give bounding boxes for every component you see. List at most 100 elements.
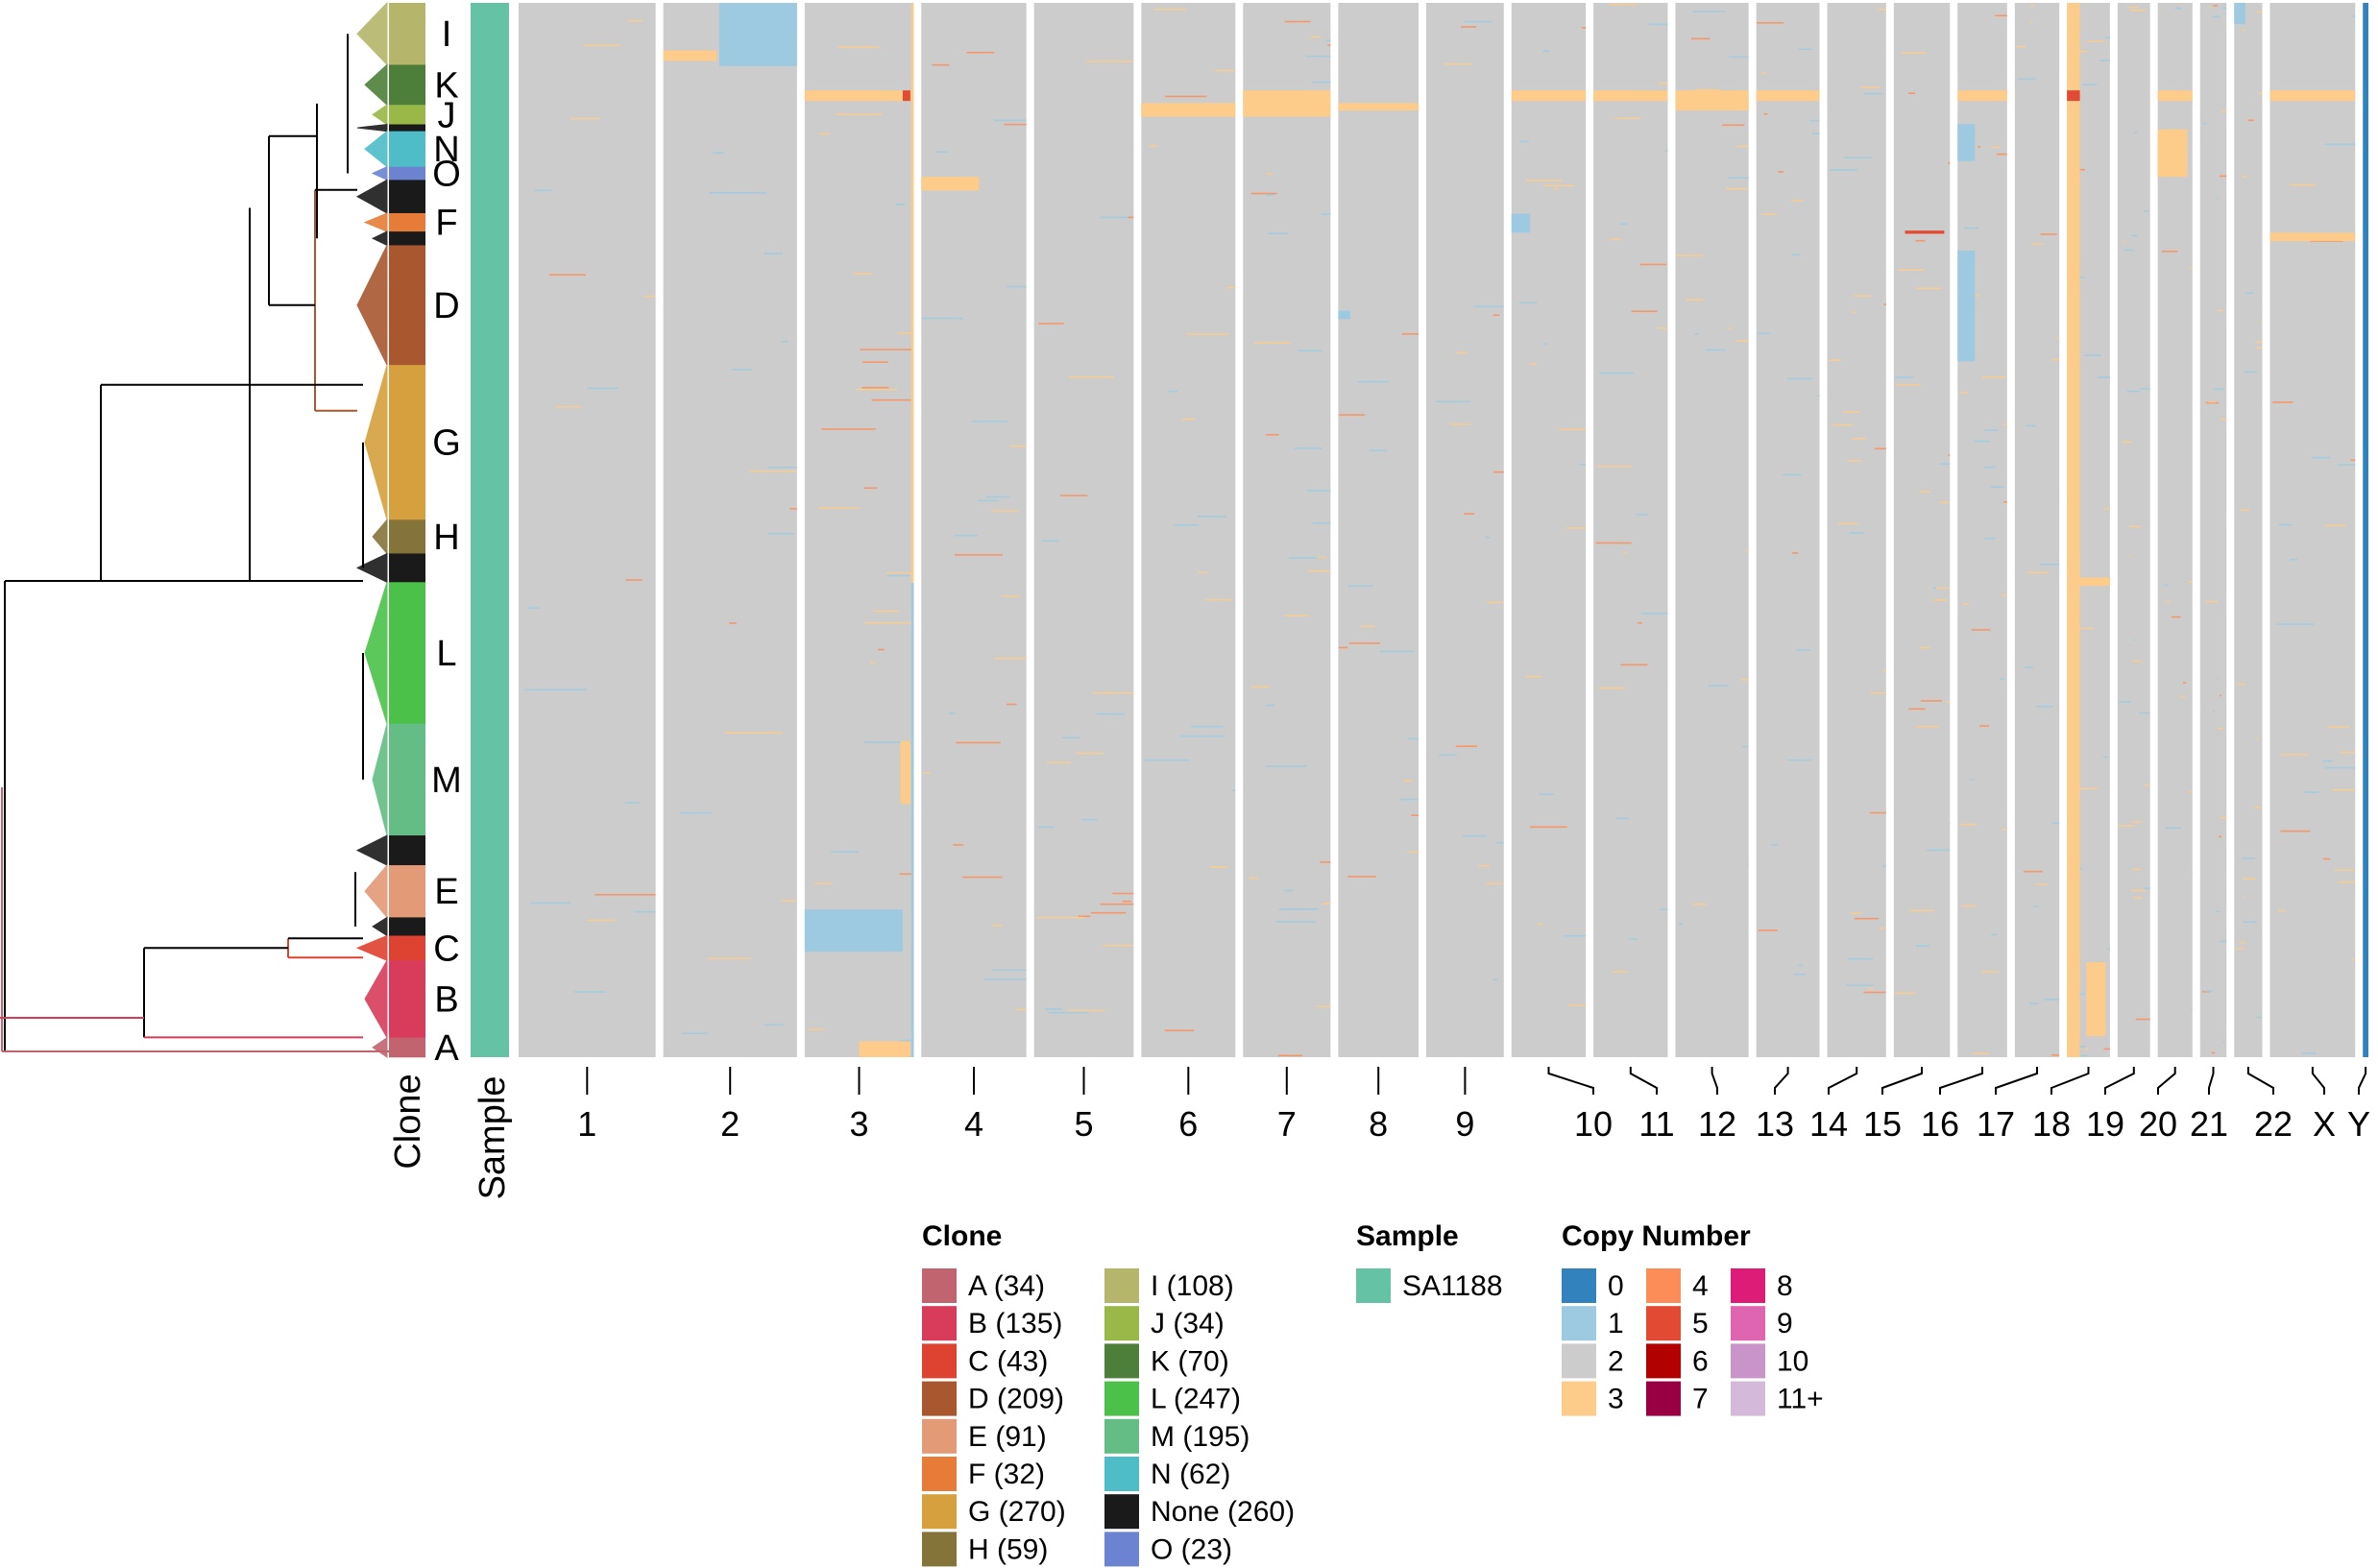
- chromosome-label: 16: [1921, 1104, 1959, 1144]
- copy-number-noise-segment: [1559, 428, 1587, 430]
- copy-number-noise-segment: [1149, 145, 1157, 147]
- copy-number-segment: [2363, 3, 2368, 1057]
- copy-number-noise-segment: [1274, 921, 1317, 923]
- phylogenetic-tree: [0, 1, 389, 1058]
- copy-number-noise-segment: [871, 398, 911, 401]
- copy-number-noise-segment: [1122, 900, 1131, 903]
- copy-number-noise-segment: [2205, 401, 2219, 404]
- copy-number-noise-segment: [1854, 295, 1871, 297]
- clone-legend-label: M (195): [1151, 1421, 1250, 1453]
- clone-legend-label: N (62): [1151, 1459, 1230, 1490]
- copy-number-noise-segment: [2127, 7, 2139, 9]
- tree-clade-fan: [356, 1, 388, 66]
- copy-number-noise-segment: [1399, 798, 1420, 801]
- copy-number-noise-segment: [1485, 536, 1492, 539]
- copy-number-noise-segment: [1782, 473, 1802, 476]
- clone-legend-label: A (34): [968, 1270, 1045, 1302]
- copy-number-noise-segment: [1525, 675, 1542, 678]
- copy-number-noise-segment: [1103, 691, 1134, 694]
- copy-number-noise-segment: [1112, 892, 1134, 895]
- clone-block-label: F: [435, 204, 457, 244]
- clone-block: [389, 365, 425, 520]
- copy-number-noise-segment: [1283, 615, 1310, 616]
- copy-number-noise-segment: [2051, 1054, 2060, 1056]
- copy-number-noise-segment: [2236, 948, 2245, 950]
- copy-number-noise-segment: [2203, 122, 2207, 125]
- copy-number-noise-segment: [764, 1024, 785, 1026]
- copy-number-noise-segment: [955, 534, 979, 537]
- copy-number-noise-segment: [1565, 527, 1587, 529]
- copy-number-noise-segment: [1971, 629, 1991, 631]
- copy-number-noise-segment: [1996, 153, 2007, 156]
- copy-number-noise-segment: [724, 732, 783, 734]
- copy-number-noise-segment: [1796, 649, 1810, 651]
- copy-number-noise-segment: [789, 508, 797, 510]
- copy-number-noise-segment: [1830, 169, 1858, 171]
- copy-number-noise-segment: [1530, 826, 1567, 829]
- copy-number-noise-segment: [1036, 916, 1084, 919]
- copy-number-noise-segment: [2191, 1007, 2193, 1010]
- copy-number-noise-segment: [1128, 216, 1134, 219]
- copy-number-noise-segment: [625, 579, 643, 581]
- copy-number-noise-segment: [2272, 401, 2293, 403]
- copy-number-noise-segment: [781, 900, 797, 902]
- copy-number-noise-segment: [1317, 556, 1326, 559]
- clone-legend-label: G (270): [968, 1496, 1066, 1528]
- copy-number-noise-segment: [2031, 243, 2044, 245]
- copy-number-noise-segment: [2119, 701, 2131, 703]
- copy-number-noise-segment: [1315, 1005, 1331, 1008]
- copy-number-noise-segment: [1620, 663, 1648, 666]
- copy-number-segment: [804, 909, 903, 953]
- chromosome-label: 12: [1698, 1104, 1736, 1144]
- copy-number-noise-segment: [2081, 84, 2098, 86]
- copy-number-noise-segment: [1851, 912, 1862, 914]
- sample-annotation-track: [471, 3, 509, 1057]
- tree-clade-fan: [356, 245, 388, 366]
- copy-number-noise-segment: [1978, 146, 1981, 148]
- copy-number-noise-segment: [1874, 447, 1886, 450]
- copy-number-noise-segment: [817, 507, 860, 509]
- copy-number-noise-segment: [1648, 23, 1668, 26]
- copy-number-noise-segment: [1231, 789, 1236, 791]
- copy-number-segment: [859, 1041, 910, 1057]
- copy-number-noise-segment: [1525, 180, 1564, 181]
- copy-number-noise-segment: [1740, 678, 1749, 681]
- tree-clade-fan: [363, 212, 388, 232]
- copy-number-noise-segment: [1915, 239, 1926, 242]
- copy-number-noise-segment: [1979, 725, 1990, 727]
- copy-number-noise-segment: [853, 273, 872, 275]
- copy-number-noise-segment: [2165, 600, 2171, 603]
- copy-number-noise-segment: [1933, 599, 1948, 601]
- copy-number-noise-segment: [2309, 240, 2343, 242]
- clone-block-label: E: [434, 872, 458, 912]
- copy-number-noise-segment: [1543, 343, 1548, 345]
- copy-number-noise-segment: [1266, 433, 1279, 436]
- chromosome-panel: [663, 3, 797, 1057]
- copy-number-noise-segment: [624, 802, 641, 804]
- copy-number-noise-segment: [1049, 1011, 1089, 1014]
- clone-legend-swatch: [1104, 1343, 1139, 1379]
- copy-number-noise-segment: [1614, 817, 1630, 820]
- copy-number-noise-segment: [1068, 1009, 1105, 1012]
- copy-number-noise-segment: [1728, 177, 1749, 179]
- copy-number-noise-segment: [991, 510, 1019, 512]
- copy-number-noise-segment: [2276, 623, 2314, 625]
- copy-number-noise-segment: [1059, 495, 1088, 496]
- copy-number-noise-segment: [1637, 514, 1649, 516]
- copy-number-noise-segment: [956, 741, 1001, 744]
- copy-number-noise-segment: [1379, 650, 1415, 653]
- copy-number-segment: [663, 50, 717, 61]
- copy-number-noise-segment: [877, 648, 885, 651]
- copy-number-noise-segment: [2079, 168, 2085, 171]
- copy-number-noise-segment: [1045, 1008, 1062, 1010]
- chromosome-tick: [1711, 1067, 1718, 1095]
- copy-number-noise-segment: [869, 662, 876, 663]
- copy-number-noise-segment: [1143, 759, 1190, 761]
- copy-number-noise-segment: [1250, 192, 1277, 195]
- copy-number-noise-segment: [2208, 400, 2216, 403]
- chromosome-tick: [1547, 1067, 1594, 1095]
- copy-number-noise-segment: [873, 610, 899, 613]
- copy-number-noise-segment: [534, 189, 552, 192]
- clone-block-label: G: [432, 423, 461, 464]
- copy-number-noise-segment: [1179, 735, 1225, 737]
